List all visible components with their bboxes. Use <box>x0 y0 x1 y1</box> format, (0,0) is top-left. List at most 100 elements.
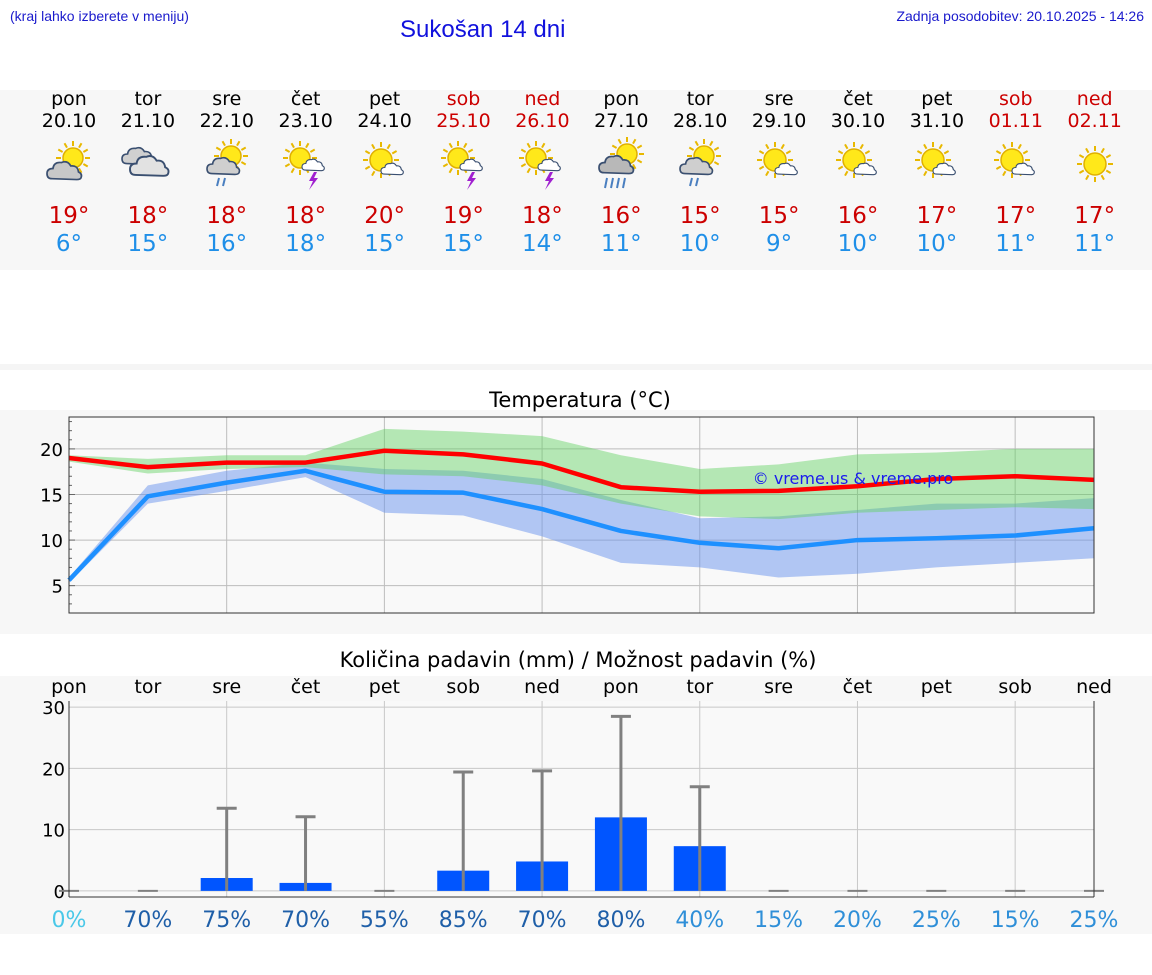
min-temperature: 15° <box>443 231 484 257</box>
day-column: tor 28.10 15° 10° <box>661 88 739 258</box>
x-category-label: čet <box>843 676 873 698</box>
sun-cloud-icon <box>30 136 108 194</box>
plot-frame <box>68 416 1095 614</box>
sun-icon <box>1056 136 1134 194</box>
watermark: © vreme.us & vreme.pro <box>753 469 954 488</box>
x-category-label: sre <box>212 676 241 698</box>
day-date: 22.10 <box>199 110 254 132</box>
day-column: sob 01.11 17° 11° <box>977 88 1055 258</box>
cloudy-icon <box>109 136 187 194</box>
day-name: pon <box>51 88 87 110</box>
day-column: pon 27.10 16° 11° <box>582 88 660 258</box>
y-tick-label: 10 <box>40 531 63 552</box>
min-temperature: 16° <box>206 231 248 257</box>
day-date: 25.10 <box>436 110 491 132</box>
day-column: čet 23.10 18° 18° <box>267 88 345 258</box>
day-column: sob 25.10 19° 15° <box>425 88 503 258</box>
x-category-label: sob <box>998 676 1032 698</box>
day-column: ned 26.10 18° 14° <box>503 88 581 258</box>
max-temperature: 19° <box>443 203 484 229</box>
y-tick-label: 10 <box>42 821 65 842</box>
y-tick-label: 20 <box>42 759 65 780</box>
day-name: tor <box>134 88 162 110</box>
last-update: Zadnja posodobitev: 20.10.2025 - 14:26 <box>896 8 1144 24</box>
day-date: 02.11 <box>1067 110 1122 132</box>
max-temperature: 18° <box>127 203 169 229</box>
sun-cloud-rain-icon <box>661 136 739 194</box>
x-category-label: ned <box>524 676 560 698</box>
max-temperature: 20° <box>364 203 405 229</box>
precipitation-probability: 15% <box>754 908 803 933</box>
day-date: 31.10 <box>909 110 965 132</box>
day-name: sre <box>212 88 242 110</box>
sun-small-cloud-icon <box>898 136 976 194</box>
max-temperature: 15° <box>679 203 721 229</box>
day-date: 29.10 <box>751 110 807 132</box>
min-temperature: 10° <box>679 231 721 257</box>
day-date: 26.10 <box>515 110 570 132</box>
day-name: tor <box>686 88 714 110</box>
x-category-label: pon <box>51 676 87 698</box>
precipitation-probability: 55% <box>360 908 409 933</box>
sun-small-cloud-icon <box>346 136 424 194</box>
sun-cloud-thunder-icon <box>425 136 503 194</box>
y-tick-label: 0 <box>54 882 65 903</box>
min-temperature: 15° <box>364 231 405 257</box>
x-category-label: pon <box>603 676 639 698</box>
day-column: pet 31.10 17° 10° <box>898 88 976 258</box>
max-temperature: 18° <box>206 203 248 229</box>
x-category-label: ned <box>1076 676 1112 698</box>
day-columns: pon 20.10 19° 6° tor 21.10 18° 15° sre 22.10 18… <box>0 88 1152 268</box>
day-name: pet <box>368 88 401 110</box>
max-temperature: 18° <box>522 203 563 229</box>
min-temperature: 14° <box>522 231 563 257</box>
sun-cloud-thunder-icon <box>267 136 345 194</box>
sun-small-cloud-icon <box>819 136 897 194</box>
x-category-label: tor <box>134 676 161 698</box>
max-temperature: 17° <box>995 203 1037 229</box>
precipitation-probability: 25% <box>1070 908 1119 933</box>
day-date: 28.10 <box>672 110 728 132</box>
page-title: Sukošan 14 dni <box>400 16 566 43</box>
y-tick-label: 30 <box>42 698 65 719</box>
min-temperature: 18° <box>285 231 327 257</box>
temperature-chart-title: Temperatura (°C) <box>488 388 671 412</box>
max-temperature: 17° <box>916 203 958 229</box>
day-column: pet 24.10 20° 15° <box>346 88 424 258</box>
sun-small-cloud-icon <box>977 136 1055 194</box>
y-tick-label: 20 <box>40 440 63 461</box>
precipitation-probability: 70% <box>123 908 172 933</box>
x-category-label: pet <box>921 676 952 698</box>
precipitation-probability: 20% <box>833 908 882 933</box>
precipitation-probability: 80% <box>596 908 645 933</box>
sun-cloud-thunder-icon <box>503 136 581 194</box>
day-column: čet 30.10 16° 10° <box>819 88 897 258</box>
day-column: tor 21.10 18° 15° <box>109 88 187 258</box>
day-date: 23.10 <box>278 110 333 132</box>
day-name: pet <box>921 88 953 110</box>
day-name: čet <box>843 88 873 110</box>
plot-area <box>69 701 1094 897</box>
precipitation-probability: 25% <box>912 908 961 933</box>
max-temperature: 16° <box>837 203 879 229</box>
day-column: pon 20.10 19° 6° <box>30 88 108 258</box>
min-temperature: 11° <box>600 231 642 257</box>
sun-cloud-rain-icon <box>188 136 266 194</box>
max-temperature-line <box>68 448 1095 495</box>
day-name: ned <box>524 88 561 110</box>
precipitation-chart: Količina padavin (mm) / Možnost padavin … <box>42 648 1119 933</box>
x-category-label: sob <box>446 676 480 698</box>
x-category-label: čet <box>291 676 321 698</box>
day-column: ned 02.11 17° 11° <box>1056 88 1134 258</box>
min-temperature: 10° <box>837 231 879 257</box>
precipitation-probability: 85% <box>439 908 488 933</box>
x-category-label: tor <box>686 676 713 698</box>
sun-cloud-heavy-rain-icon <box>582 136 660 194</box>
sun-small-cloud-icon <box>740 136 818 194</box>
min-temperature: 15° <box>127 231 169 257</box>
min-temperature: 9° <box>766 231 793 257</box>
day-name: pon <box>603 88 640 110</box>
forecast-strip <box>0 90 1152 270</box>
day-name: ned <box>1076 88 1113 110</box>
x-category-label: sre <box>764 676 793 698</box>
